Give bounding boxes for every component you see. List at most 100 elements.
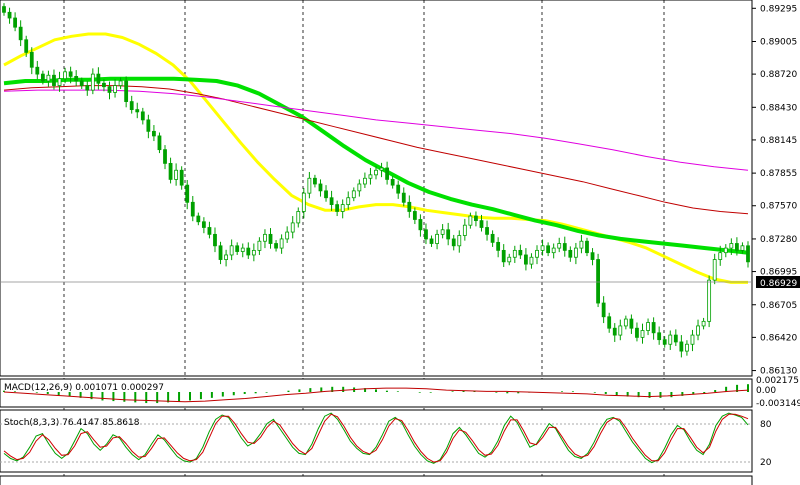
candle-body: [668, 334, 673, 345]
next-panel-frame: [0, 475, 753, 485]
candle-body: [540, 245, 545, 251]
candle-body: [524, 254, 528, 265]
candle-body: [440, 229, 445, 235]
candle-body: [318, 183, 323, 192]
candle-body: [251, 249, 256, 256]
stoch-k-line: [3, 412, 749, 464]
candle-body: [401, 192, 406, 203]
candle-body: [296, 211, 301, 224]
candle-body: [685, 343, 689, 352]
candle-body: [18, 26, 23, 41]
candle-body: [679, 341, 684, 352]
candle-body: [85, 85, 90, 91]
candle-body: [196, 215, 201, 223]
candle-body: [329, 197, 334, 205]
candle-body: [174, 169, 179, 180]
candle-body: [379, 167, 384, 171]
candle-body: [368, 174, 373, 179]
stoch-panel: Stoch(8,3,3) 76.4147 85.8618 80 20: [0, 409, 772, 473]
macd-series: [3, 384, 749, 404]
candle-body: [213, 233, 217, 247]
candle-body: [412, 211, 417, 220]
ma-line-1: [3, 76, 749, 255]
candle-body: [207, 227, 212, 235]
candle-body: [623, 318, 628, 327]
candle-body: [746, 245, 750, 263]
candle-body: [657, 332, 662, 341]
candle-body: [529, 256, 534, 265]
candle-body: [135, 109, 140, 113]
price-tick-label: 0.87570: [760, 202, 797, 212]
stoch-d-line: [3, 413, 749, 463]
candle-body: [29, 51, 34, 68]
candle-body: [501, 249, 506, 263]
candle-body: [107, 86, 112, 93]
candle-body: [490, 233, 495, 243]
stoch-tick-label: 20: [760, 458, 772, 468]
candle-body: [596, 259, 600, 304]
price-tick-label: 0.86130: [760, 367, 797, 377]
candle-body: [74, 76, 79, 82]
candle-body: [268, 233, 273, 244]
candle-body: [24, 39, 29, 53]
price-tick-label: 0.87280: [760, 235, 797, 245]
candle-body: [2, 6, 6, 13]
candle-body: [651, 322, 656, 334]
candle-body: [573, 247, 578, 258]
candle-body: [235, 245, 240, 252]
candle-body: [585, 240, 589, 254]
candle-body: [52, 74, 56, 86]
candle-body: [113, 85, 117, 93]
candle-body: [190, 201, 195, 217]
macd-tick-label: 0.00: [756, 386, 776, 396]
candle-body: [435, 233, 439, 244]
candle-body: [118, 80, 123, 86]
candle-body: [662, 339, 667, 345]
price-tick-label: 0.87855: [760, 169, 797, 179]
candle-body: [57, 78, 62, 86]
candle-body: [218, 245, 223, 260]
candle-body: [179, 169, 184, 186]
candle-body: [618, 325, 623, 336]
candle-body: [579, 240, 584, 249]
price-tick-label: 0.89005: [760, 37, 797, 47]
candle-body: [285, 231, 290, 240]
candle-body: [90, 73, 95, 91]
candle-body: [474, 215, 478, 222]
candle-body: [640, 330, 645, 338]
price-tick-label: 0.88720: [760, 70, 797, 80]
macd-tick-label: 0.002175: [756, 376, 799, 386]
candle-body: [712, 259, 717, 281]
candle-body: [551, 247, 556, 254]
candle-body: [485, 227, 489, 235]
candle-body: [274, 243, 278, 249]
price-tick-label: 0.88145: [760, 136, 797, 146]
candle-body: [546, 245, 551, 254]
stoch-axis: 80 20: [760, 420, 772, 468]
candle-body: [707, 279, 712, 322]
candle-body: [362, 177, 367, 185]
candle-body: [307, 177, 312, 194]
candle-body: [124, 80, 129, 102]
candle-body: [168, 162, 173, 180]
candle-body: [140, 111, 145, 121]
candle-body: [79, 80, 84, 86]
candle-body: [263, 233, 267, 242]
price-axis: 0.89295 0.89005 0.88720 0.88430 0.88145 0.878…: [752, 4, 797, 377]
candle-body: [35, 66, 40, 75]
current-price-box: [756, 276, 800, 288]
candle-body: [718, 252, 723, 260]
candle-body: [607, 316, 612, 329]
candle-body: [496, 241, 501, 251]
candle-body: [407, 201, 412, 212]
candle-body: [568, 249, 573, 258]
candle-body: [451, 238, 456, 247]
candle-body: [324, 190, 328, 199]
candle-body: [46, 74, 51, 82]
candle-body: [562, 243, 567, 251]
candle-body: [7, 11, 12, 19]
candle-body: [557, 243, 562, 249]
candle-body: [357, 183, 362, 192]
macd-tick-label: -0.003149: [756, 399, 800, 409]
price-tick-label: 0.86705: [760, 301, 797, 311]
